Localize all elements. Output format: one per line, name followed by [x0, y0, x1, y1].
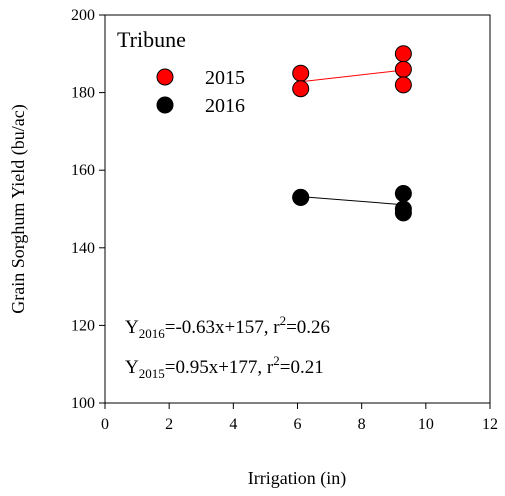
annotation-sub: 2016: [139, 326, 166, 341]
x-tick-label: 10: [418, 416, 434, 433]
point: [394, 204, 412, 222]
y-tick-label: 120: [71, 317, 95, 334]
annotation-eq: =-0.63x+157, r: [165, 317, 281, 338]
trend-line: [300, 196, 404, 206]
annotation-y: Y: [125, 317, 139, 338]
annotation-r2: =0.26: [286, 317, 330, 338]
x-tick-label: 6: [294, 416, 302, 433]
annotation: Y2015=0.95x+177, r2=0.21: [125, 353, 324, 381]
annotation-y: Y: [125, 357, 139, 378]
point: [292, 64, 310, 82]
legend-marker: [156, 96, 174, 114]
y-tick-label: 140: [71, 240, 95, 257]
annotation-r2: =0.21: [280, 357, 324, 378]
x-tick-label: 2: [165, 416, 173, 433]
point: [292, 80, 310, 98]
annotation-sup: 2: [280, 313, 287, 328]
annotation-eq: =0.95x+177, r: [165, 357, 274, 378]
trend-line: [300, 69, 404, 83]
annotation-sup: 2: [273, 353, 280, 368]
y-axis-label: Grain Sorghum Yield (bu/ac): [8, 104, 29, 313]
legend-title: Tribune: [117, 27, 186, 52]
x-tick-label: 0: [101, 416, 109, 433]
annotation: Y2016=-0.63x+157, r2=0.26: [125, 313, 330, 341]
x-tick-label: 8: [358, 416, 366, 433]
point: [394, 60, 412, 78]
x-tick-label: 4: [229, 416, 237, 433]
y-tick-label: 160: [71, 162, 95, 179]
y-tick-label: 200: [71, 7, 95, 24]
legend-marker: [156, 68, 174, 86]
point: [394, 45, 412, 63]
point: [394, 76, 412, 94]
x-axis-label: Irrigation (in): [248, 468, 346, 489]
x-tick-label: 12: [482, 416, 498, 433]
legend-label: 2015: [205, 67, 245, 89]
legend-label: 2016: [205, 95, 245, 117]
y-tick-label: 180: [71, 85, 95, 102]
annotation-sub: 2015: [139, 366, 165, 381]
point: [292, 188, 310, 206]
y-tick-label: 100: [71, 395, 95, 412]
point: [394, 184, 412, 202]
